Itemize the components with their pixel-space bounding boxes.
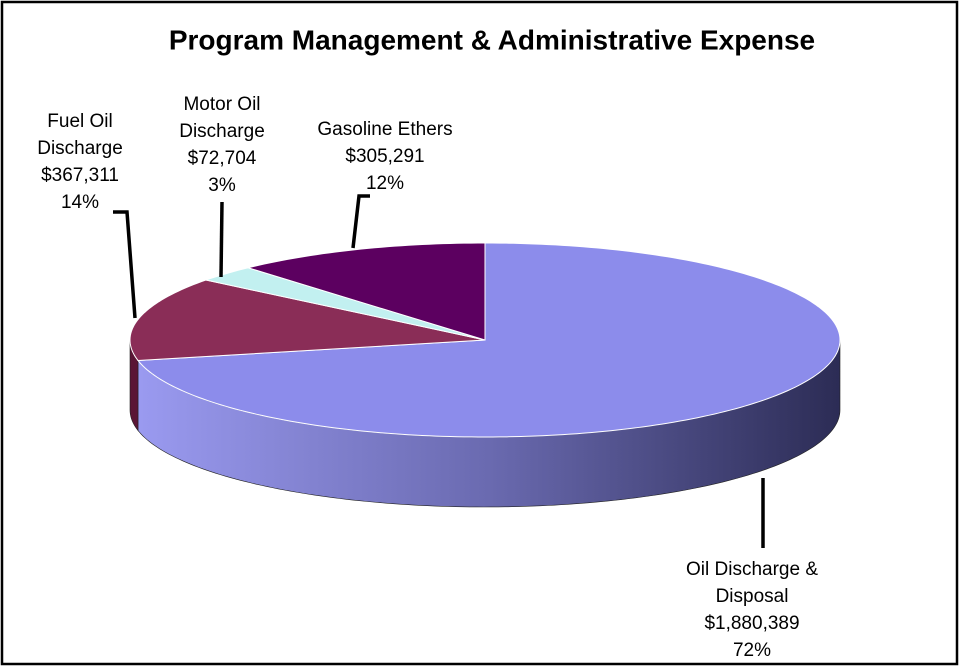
slice-label: Oil Discharge & xyxy=(686,559,818,580)
leader-line xyxy=(113,210,137,319)
slice-label: Disposal xyxy=(716,586,789,607)
value-label: $1,880,389 xyxy=(704,613,799,634)
slice-label: Gasoline Ethers xyxy=(317,119,452,140)
chart-title: Program Management & Administrative Expe… xyxy=(169,24,815,55)
leader-line xyxy=(351,194,370,249)
percent-label: 3% xyxy=(208,175,236,196)
slice xyxy=(204,267,486,341)
value-label: $305,291 xyxy=(345,146,424,167)
slice xyxy=(129,279,486,361)
slice-label: Motor Oil xyxy=(183,94,260,115)
percent-label: 12% xyxy=(366,173,404,194)
value-label: $72,704 xyxy=(188,148,257,169)
percent-label: 72% xyxy=(733,640,771,661)
value-label: $367,311 xyxy=(41,165,119,186)
slice xyxy=(136,242,841,438)
slice-label: Fuel Oil xyxy=(47,111,112,132)
slice xyxy=(246,242,486,341)
leader-line xyxy=(219,201,224,278)
percent-label: 14% xyxy=(61,192,99,213)
slice-label: Discharge xyxy=(179,121,265,142)
slice-label: Discharge xyxy=(37,138,123,159)
